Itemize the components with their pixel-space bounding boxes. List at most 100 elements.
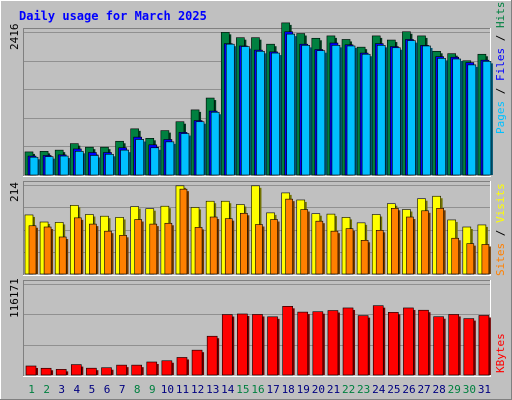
day-label: 5 bbox=[89, 383, 96, 396]
sites-bar-day-18 bbox=[285, 198, 293, 275]
kbytes-bar-day-2 bbox=[40, 367, 52, 376]
kbytes-bar-day-21 bbox=[327, 310, 339, 376]
day-label: 28 bbox=[433, 383, 446, 396]
pages-bar-day-18 bbox=[286, 33, 295, 176]
sites-bar-day-12 bbox=[194, 227, 203, 275]
legend-sep-2: / bbox=[494, 35, 507, 42]
kbytes-bar-day-14 bbox=[221, 314, 233, 376]
day-label: 3 bbox=[58, 383, 65, 396]
day-label: 2 bbox=[43, 383, 50, 396]
panel1-ytick: 2416 bbox=[8, 24, 21, 51]
pages-bar-day-11 bbox=[180, 133, 190, 176]
sites-bar-day-8 bbox=[134, 219, 142, 275]
sites-bar-day-4 bbox=[73, 217, 82, 275]
svg-text:Sites / Visits: Sites / Visits bbox=[494, 183, 507, 276]
kbytes-bar-day-28 bbox=[433, 316, 444, 376]
pages-bar-day-30 bbox=[467, 64, 477, 176]
day-label: 16 bbox=[251, 383, 264, 396]
kbytes-bar-day-26 bbox=[403, 307, 414, 376]
panel3-ytick: 116171 bbox=[8, 278, 21, 318]
day-label: 22 bbox=[342, 383, 355, 396]
day-label: 18 bbox=[282, 383, 295, 396]
pages-bar-day-13 bbox=[210, 111, 220, 176]
pages-bar-day-12 bbox=[195, 121, 205, 176]
svg-text:KBytes: KBytes bbox=[494, 333, 507, 373]
day-label: 19 bbox=[297, 383, 310, 396]
sites-bar-day-28 bbox=[436, 207, 444, 275]
day-label: 1 bbox=[28, 383, 35, 396]
sites-bar-day-19 bbox=[300, 209, 309, 275]
legend-kbytes: KBytes bbox=[494, 333, 507, 373]
pages-bar-day-27 bbox=[422, 45, 431, 176]
pages-bar-day-19 bbox=[301, 45, 311, 176]
kbytes-bar-day-20 bbox=[312, 311, 324, 376]
kbytes-bar-day-16 bbox=[252, 314, 263, 376]
sites-bar-day-14 bbox=[224, 218, 233, 275]
day-label: 20 bbox=[312, 383, 325, 396]
pages-bar-day-29 bbox=[452, 58, 462, 176]
svg-text:Pages / Files: Pages / Files / Hits bbox=[494, 2, 507, 135]
day-label: 29 bbox=[448, 383, 461, 396]
panel-visitors bbox=[23, 181, 491, 276]
panel2-legend: Sites / Visits bbox=[494, 183, 507, 276]
day-label: 7 bbox=[119, 383, 126, 396]
day-label: 10 bbox=[161, 383, 174, 396]
pages-bar-day-22 bbox=[346, 45, 356, 176]
sites-bar-day-21 bbox=[330, 230, 339, 275]
legend-pages: Pages bbox=[494, 101, 507, 134]
day-label: 15 bbox=[236, 383, 249, 396]
sites-bar-day-16 bbox=[255, 224, 263, 275]
kbytes-bar-day-25 bbox=[388, 312, 399, 376]
panel2-ytick: 214 bbox=[8, 182, 21, 202]
series-kbytes bbox=[25, 305, 491, 376]
day-label: 27 bbox=[417, 383, 430, 396]
pages-bar-day-31 bbox=[482, 61, 492, 176]
panel1-legend: Pages / Files / Hits bbox=[494, 2, 507, 135]
sites-bar-day-10 bbox=[164, 222, 173, 275]
sites-bar-day-23 bbox=[360, 240, 369, 275]
legend-visits: Visits bbox=[494, 183, 507, 223]
pages-bar-day-5 bbox=[90, 155, 99, 176]
sites-bar-day-11 bbox=[179, 188, 188, 275]
sites-bar-day-17 bbox=[270, 219, 278, 275]
series-sites bbox=[28, 188, 491, 275]
pages-bar-day-28 bbox=[437, 58, 446, 176]
pages-bar-day-26 bbox=[407, 40, 416, 176]
day-label: 17 bbox=[266, 383, 279, 396]
day-label: 12 bbox=[191, 383, 204, 396]
kbytes-bar-day-8 bbox=[131, 364, 142, 376]
legend-hits: Hits bbox=[494, 2, 507, 29]
pages-bar-day-1 bbox=[29, 156, 39, 176]
day-label: 11 bbox=[176, 383, 189, 396]
pages-bar-day-14 bbox=[225, 43, 235, 176]
legend-files: Files bbox=[494, 48, 507, 81]
kbytes-bar-day-27 bbox=[418, 309, 429, 376]
legend-sep-3: / bbox=[494, 230, 507, 237]
kbytes-bar-day-18 bbox=[282, 306, 293, 376]
series-pages bbox=[29, 33, 493, 176]
day-label: 30 bbox=[463, 383, 476, 396]
sites-bar-day-30 bbox=[466, 243, 475, 275]
day-label: 24 bbox=[372, 383, 386, 396]
kbytes-bar-day-22 bbox=[342, 307, 354, 376]
panel-traffic bbox=[23, 22, 493, 177]
sites-bar-day-31 bbox=[481, 244, 490, 275]
sites-bar-day-1 bbox=[28, 225, 37, 275]
day-label: 4 bbox=[74, 383, 81, 396]
sites-bar-day-7 bbox=[119, 235, 127, 275]
panel-volume bbox=[23, 280, 491, 377]
kbytes-bar-day-29 bbox=[448, 314, 460, 376]
kbytes-bar-day-24 bbox=[372, 305, 384, 376]
pages-bar-day-4 bbox=[74, 151, 84, 176]
day-label: 21 bbox=[327, 383, 340, 396]
pages-bar-day-3 bbox=[59, 155, 69, 176]
legend-sites: Sites bbox=[494, 243, 507, 276]
kbytes-bar-day-9 bbox=[146, 361, 158, 376]
day-label: 13 bbox=[206, 383, 219, 396]
kbytes-bar-day-17 bbox=[267, 316, 278, 376]
sites-bar-day-15 bbox=[240, 212, 248, 275]
pages-bar-day-23 bbox=[361, 53, 371, 176]
kbytes-bar-day-30 bbox=[463, 318, 475, 376]
legend-sep-1: / bbox=[494, 88, 507, 95]
